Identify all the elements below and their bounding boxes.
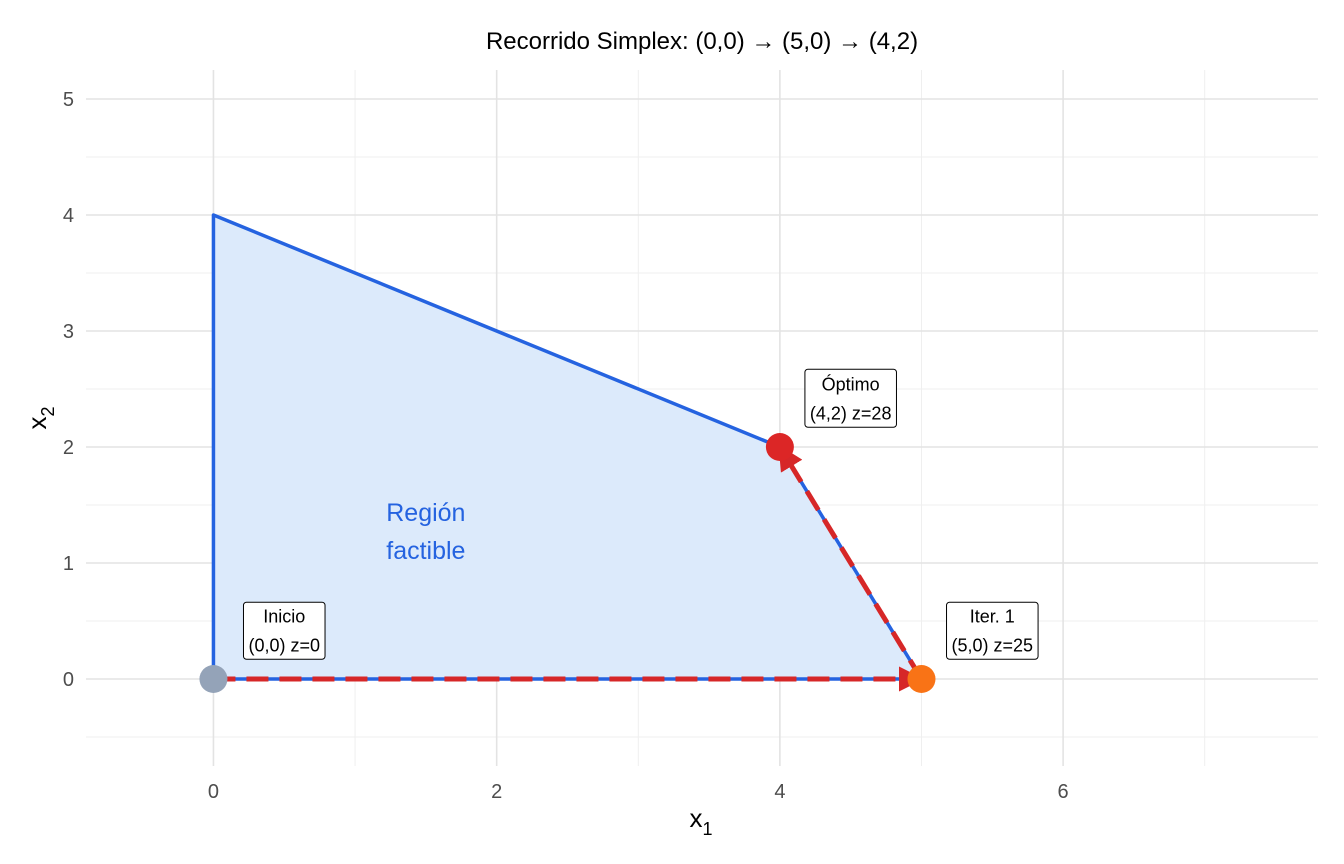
annotation-line: (4,2) z=28 [810, 403, 892, 423]
simplex-path-layer [213, 444, 924, 692]
annotation-line: (5,0) z=25 [952, 635, 1034, 655]
x-tick-label: 2 [491, 781, 502, 803]
x-tick-label: 6 [1058, 781, 1069, 803]
x-axis-title-sub: 1 [702, 819, 712, 839]
y-axis-title-main: x [22, 417, 52, 430]
annotation-line: Óptimo [822, 373, 880, 394]
x-axis-title: x1 [689, 803, 712, 839]
annotation-text: Inicio (0,0) z=0 [248, 606, 320, 655]
annotations: Región factible Inicio (0,0) z=0 Iter. 1 (5,0… [242, 368, 1039, 660]
tick-labels: 0 2 4 6 0 1 2 3 4 5 [63, 89, 1069, 803]
y-tick-label: 5 [63, 89, 74, 111]
annotation-text: Óptimo (4,2) z=28 [810, 373, 892, 423]
x-axis-title-main: x [689, 803, 702, 833]
point-annotation: Iter. 1 (5,0) z=25 [946, 601, 1039, 660]
annotation-box [242, 601, 326, 660]
y-axis-title-sub: 2 [38, 406, 58, 416]
vertex-points [199, 433, 936, 693]
x-tick-label: 4 [774, 781, 785, 803]
annotation-text: Iter. 1 (5,0) z=25 [952, 606, 1034, 655]
y-tick-label: 3 [63, 321, 74, 343]
point-annotation: Óptimo (4,2) z=28 [804, 368, 897, 428]
simplex-path-segment [777, 444, 924, 681]
annotation-line: Inicio [263, 606, 305, 626]
annotation-box [804, 368, 897, 428]
vertex-point [907, 665, 936, 693]
feasible-region-label-line: factible [386, 537, 465, 565]
y-axis-title: x2 [22, 406, 58, 429]
y-tick-label: 2 [63, 437, 74, 459]
feasible-region-label: Región factible [386, 499, 465, 565]
feasible-region-label-line: Región [386, 499, 465, 527]
annotation-line: (0,0) z=0 [248, 635, 320, 655]
y-tick-label: 0 [63, 669, 74, 691]
point-annotation: Inicio (0,0) z=0 [242, 601, 326, 660]
annotation-line: Iter. 1 [970, 606, 1015, 626]
annotation-box [946, 601, 1039, 660]
y-tick-label: 1 [63, 553, 74, 575]
vertex-point [199, 665, 228, 693]
chart-title: Recorrido Simplex: (0,0) → (5,0) → (4,2) [486, 28, 918, 55]
x-tick-label: 0 [208, 781, 219, 803]
vertex-point [765, 433, 794, 461]
y-tick-label: 4 [63, 205, 74, 227]
